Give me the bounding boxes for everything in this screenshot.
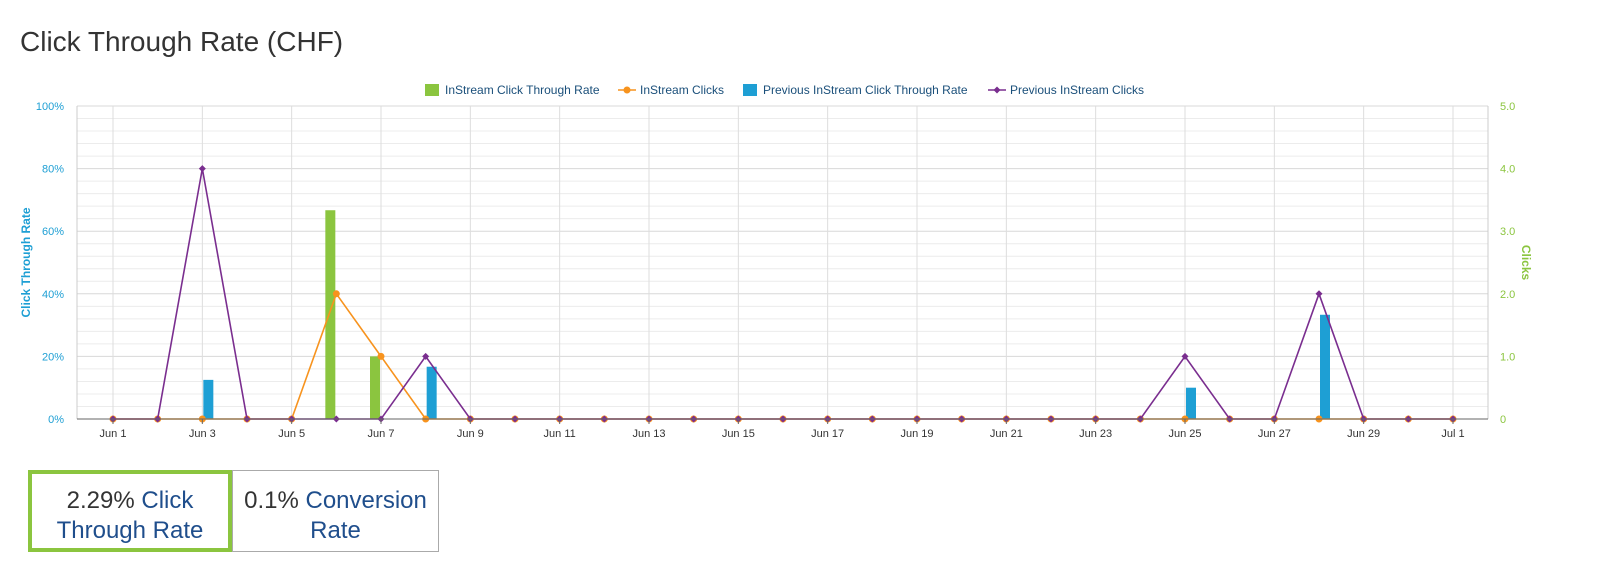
legend-marker	[623, 86, 631, 94]
x-tick-label: Jun 21	[990, 428, 1023, 440]
metric-label: Conversion Rate	[305, 487, 427, 544]
metric-value: 0.1%	[244, 487, 299, 514]
metric-value: 2.29%	[66, 487, 135, 514]
y-tick-label-left: 80%	[42, 164, 64, 176]
x-tick-label: Jun 29	[1347, 428, 1380, 440]
y-tick-label-right: 5.0	[1500, 101, 1515, 113]
chart-grid	[77, 105, 1488, 420]
point-instream-clicks	[377, 352, 385, 360]
x-tick-label: Jun 7	[368, 428, 395, 440]
legend-item-instream-click-through-rate[interactable]: InStream Click Through Rate	[425, 83, 600, 97]
chart-axes: Jun 1 Jun 3 Jun 5 Jun 7 Jun 9 Jun 11 Jun 13 Jun…	[19, 101, 1533, 440]
x-tick-label: Jun 3	[189, 428, 216, 440]
legend-label: InStream Click Through Rate	[445, 83, 600, 97]
bar-previous-instream-click-through-rate	[1320, 314, 1330, 419]
y-tick-label-right: 1.0	[1500, 351, 1515, 363]
point-instream-clicks	[332, 290, 340, 298]
chart-legend[interactable]: InStream Click Through Rate InStream Clic…	[425, 83, 1144, 97]
legend-label: Previous InStream Click Through Rate	[763, 83, 968, 97]
y-tick-label-left: 40%	[42, 289, 64, 301]
chart-bars	[203, 210, 1330, 419]
x-tick-label: Jun 5	[278, 428, 305, 440]
y-tick-label-left: 20%	[42, 351, 64, 363]
legend-label: Previous InStream Clicks	[1010, 83, 1144, 97]
y-tick-label-right: 2.0	[1500, 289, 1515, 301]
x-tick-label: Jun 1	[100, 428, 127, 440]
legend-swatch	[743, 84, 757, 96]
x-tick-label: Jun 13	[632, 428, 665, 440]
y-tick-label-left: 0%	[48, 414, 64, 426]
point-previous-instream-clicks	[1315, 290, 1323, 298]
bar-previous-instream-click-through-rate	[1186, 387, 1196, 419]
bar-instream-click-through-rate	[325, 210, 336, 419]
bar-previous-instream-click-through-rate	[426, 366, 437, 419]
y-tick-label-right: 4.0	[1500, 164, 1515, 176]
x-tick-label: Jun 17	[811, 428, 844, 440]
y-tick-label-right: 0	[1500, 414, 1506, 426]
x-tick-label: Jun 23	[1079, 428, 1112, 440]
x-tick-label: Jun 9	[457, 428, 484, 440]
y-axis-title-left: Click Through Rate	[19, 207, 33, 317]
legend-item-instream-clicks[interactable]: InStream Clicks	[618, 83, 724, 97]
legend-item-previous-instream-clicks[interactable]: Previous InStream Clicks	[988, 83, 1144, 97]
legend-swatch	[425, 84, 439, 96]
bar-instream-click-through-rate	[370, 356, 380, 419]
legend-label: InStream Clicks	[640, 83, 724, 97]
y-tick-label-left: 100%	[36, 101, 64, 113]
x-tick-label: Jun 27	[1258, 428, 1291, 440]
metric-card-click-through-rate[interactable]: 2.29% Click Through Rate	[28, 470, 232, 552]
bar-previous-instream-click-through-rate	[203, 379, 214, 419]
x-tick-label: Jun 15	[722, 428, 755, 440]
legend-marker	[993, 86, 1001, 94]
point-previous-instream-clicks	[198, 165, 206, 173]
page-title: Click Through Rate (CHF)	[20, 26, 344, 57]
y-axis-title-right: Clicks	[1519, 245, 1533, 281]
click-through-rate-chart: Jun 1 Jun 3 Jun 5 Jun 7 Jun 9 Jun 11 Jun 13 Jun…	[19, 83, 1533, 440]
y-tick-label-right: 3.0	[1500, 226, 1515, 238]
legend-item-previous-instream-click-through-rate[interactable]: Previous InStream Click Through Rate	[743, 83, 968, 97]
x-tick-label: Jul 1	[1441, 428, 1464, 440]
x-tick-label: Jun 11	[544, 428, 576, 440]
y-tick-label-left: 60%	[42, 226, 64, 238]
metric-card-conversion-rate[interactable]: 0.1% Conversion Rate	[232, 470, 439, 552]
x-tick-label: Jun 19	[900, 428, 933, 440]
x-tick-label: Jun 25	[1168, 428, 1201, 440]
metric-label: Click Through Rate	[56, 487, 204, 544]
point-previous-instream-clicks	[1181, 352, 1189, 360]
point-previous-instream-clicks	[422, 352, 430, 360]
